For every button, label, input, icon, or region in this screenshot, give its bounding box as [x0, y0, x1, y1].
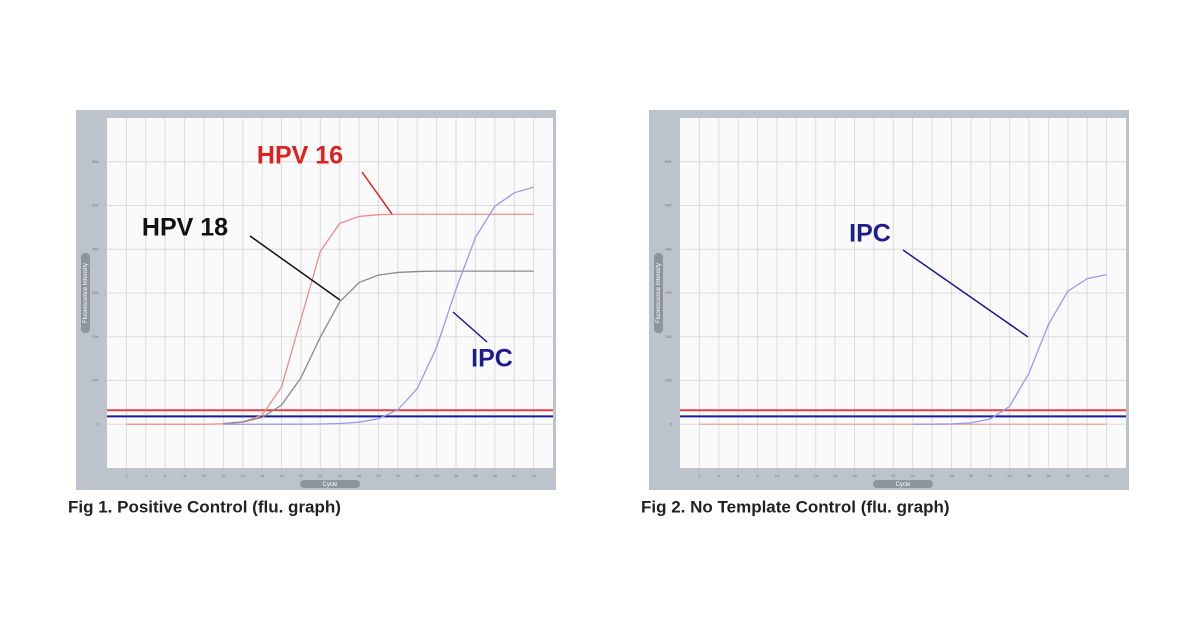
x-tick-label: 32: [988, 473, 993, 478]
annotation-leader: [452, 311, 488, 343]
y-tick-label: 10K: [92, 378, 99, 383]
y-axis-label: Fluorescence Intensity: [83, 263, 89, 323]
chart: 2 4 6 8 10 12 14 16 18 20 22 24 26 28 30 32 34 36 38 40 42 44…: [68, 110, 556, 516]
y-tick-label: 50K: [92, 203, 99, 208]
x-label-pill: [873, 480, 933, 488]
y-tick-label: 60K: [665, 159, 672, 164]
x-tick-label: 38: [1046, 473, 1051, 478]
x-tick-label: 10: [775, 473, 780, 478]
annotation: HPV 18: [142, 214, 228, 242]
x-tick-label: 18: [279, 473, 284, 478]
x-tick-label: 42: [1085, 473, 1090, 478]
x-tick-label: 12: [221, 473, 226, 478]
x-tick-label: 26: [357, 473, 362, 478]
x-tick-label: 34: [1007, 473, 1012, 478]
x-tick-label: 44: [531, 473, 536, 478]
x-tick-label: 8: [183, 473, 186, 478]
x-tick-label: 36: [454, 473, 459, 478]
y-label-pill: [654, 253, 663, 333]
y-tick-label: 20K: [665, 334, 672, 339]
x-tick-label: 14: [814, 473, 819, 478]
x-tick-label: 28: [376, 473, 381, 478]
y-tick-label: 30K: [665, 290, 672, 295]
x-tick-label: 20: [872, 473, 877, 478]
annotation-leader: [361, 171, 393, 215]
x-label-pill: [300, 480, 360, 488]
y-tick-label: 10K: [665, 378, 672, 383]
x-tick-label: 14: [241, 473, 246, 478]
annotation-leader: [902, 249, 1029, 338]
line-series: [223, 186, 534, 425]
x-tick-label: 2: [698, 473, 701, 478]
annotation: HPV 16: [257, 142, 343, 170]
x-axis-label: Cycle: [322, 482, 338, 488]
x-tick-label: 12: [794, 473, 799, 478]
x-tick-label: 32: [415, 473, 420, 478]
x-tick-label: 22: [891, 473, 896, 478]
x-tick-label: 36: [1027, 473, 1032, 478]
x-tick-label: 22: [318, 473, 323, 478]
x-tick-label: 2: [125, 473, 128, 478]
chart: 2 4 6 8 10 12 14 16 18 20 22 24 26 28 30 32 34 36 38 40 42 44…: [641, 110, 1129, 516]
x-tick-label: 40: [1066, 473, 1071, 478]
caption: Fig 1. Positive Control (flu. graph): [68, 497, 341, 516]
x-tick-label: 4: [145, 473, 148, 478]
x-tick-label: 28: [949, 473, 954, 478]
annotation-leader: [249, 235, 341, 301]
x-tick-label: 16: [833, 473, 838, 478]
y-axis-label: Fluorescence Intensity: [656, 263, 662, 323]
x-tick-label: 38: [473, 473, 478, 478]
x-tick-label: 30: [396, 473, 401, 478]
x-tick-label: 34: [434, 473, 439, 478]
x-tick-label: 10: [202, 473, 207, 478]
y-tick-label: 50K: [665, 203, 672, 208]
y-tick-label: 40K: [665, 246, 672, 251]
line-series: [223, 270, 534, 425]
y-label-pill: [81, 253, 90, 333]
y-tick-label: 20K: [92, 334, 99, 339]
x-tick-label: 6: [164, 473, 167, 478]
y-tick-label: 60K: [92, 159, 99, 164]
annotation: IPC: [471, 345, 513, 373]
y-tick-label: 40K: [92, 246, 99, 251]
x-tick-label: 20: [299, 473, 304, 478]
x-tick-label: 6: [737, 473, 740, 478]
caption: Fig 2. No Template Control (flu. graph): [641, 497, 950, 516]
x-tick-label: 40: [493, 473, 498, 478]
x-tick-label: 24: [910, 473, 915, 478]
y-tick-label: 30K: [92, 290, 99, 295]
x-tick-label: 30: [969, 473, 974, 478]
x-tick-label: 8: [756, 473, 759, 478]
x-tick-label: 26: [930, 473, 935, 478]
line-series: [912, 273, 1107, 425]
x-tick-label: 24: [337, 473, 342, 478]
x-tick-label: 44: [1104, 473, 1109, 478]
line-series: [126, 213, 534, 425]
x-tick-label: 4: [718, 473, 721, 478]
y-tick-label: 0: [670, 421, 673, 426]
x-axis-label: Cycle: [895, 482, 911, 488]
y-tick-label: 0: [97, 421, 100, 426]
x-tick-label: 42: [512, 473, 517, 478]
x-tick-label: 16: [260, 473, 265, 478]
annotation: IPC: [849, 220, 891, 248]
x-tick-label: 18: [852, 473, 857, 478]
